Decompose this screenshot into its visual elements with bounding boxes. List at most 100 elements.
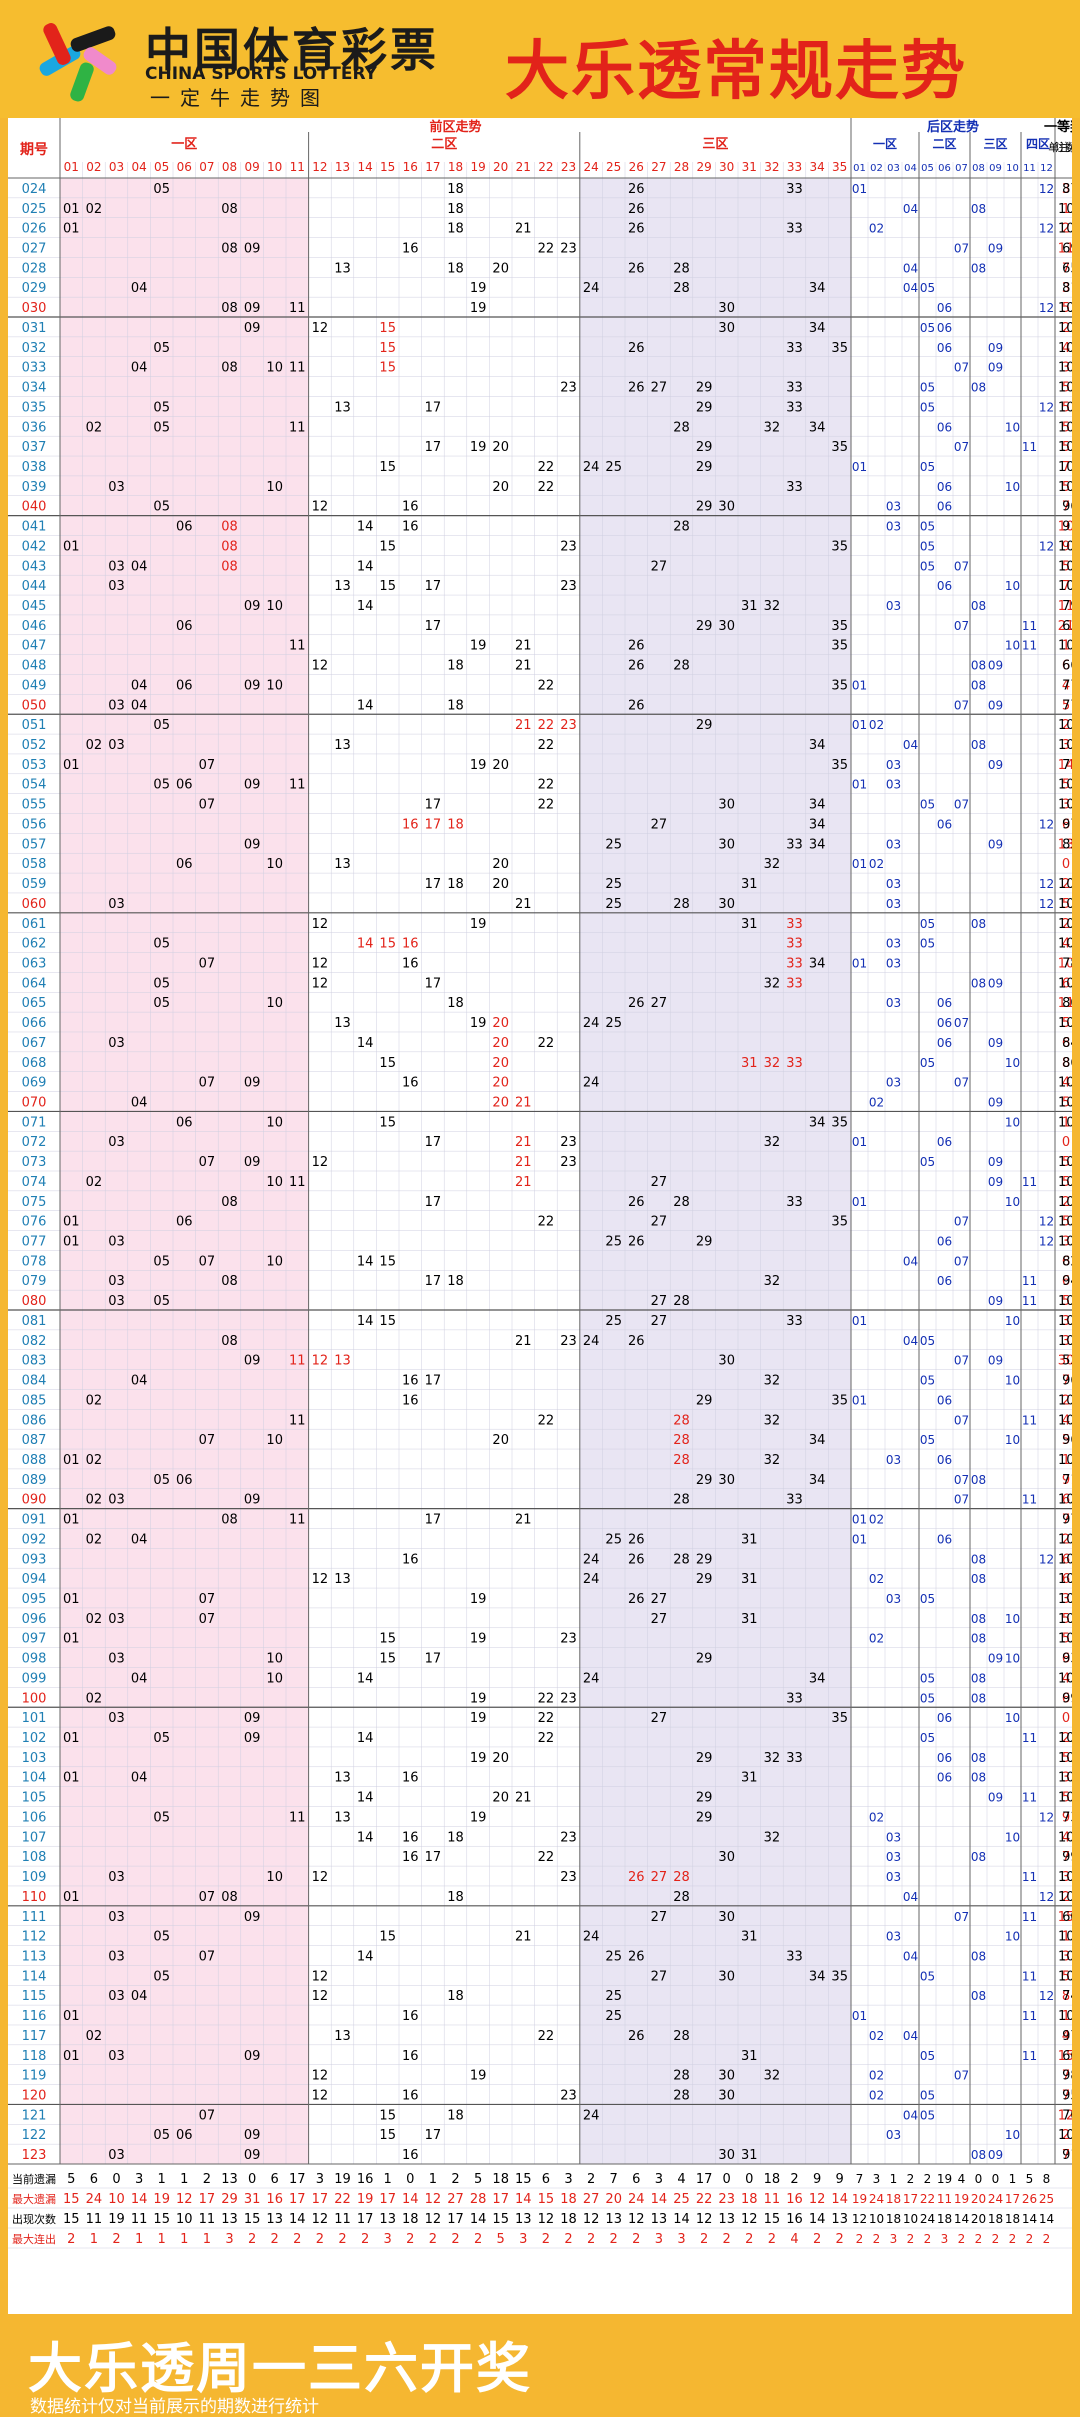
front-trend-header: 前区走势 (429, 119, 481, 135)
front-ball: 16 (402, 242, 419, 257)
period-number: 055 (22, 798, 47, 813)
front-ball: 09 (244, 837, 261, 852)
header: 中国体育彩票 CHINA SPORTS LOTTERY 一定牛走势图 大乐透常规… (0, 0, 1080, 118)
winner-count: 5 (1062, 440, 1070, 455)
front-ball: 29 (696, 1751, 713, 1766)
front-ball: 31 (741, 1056, 758, 1071)
front-ball: 24 (583, 1930, 600, 1945)
front-ball: 16 (402, 2148, 419, 2163)
front-ball: 13 (334, 261, 351, 276)
winner-count: 7 (1062, 261, 1070, 276)
prize-amount: 970 (1062, 2029, 1072, 2044)
front-statistic: 17 (696, 2172, 713, 2187)
back-ball: 07 (954, 361, 969, 375)
back-ball: 02 (869, 222, 884, 236)
lottery-logo-icon (39, 23, 117, 102)
front-column-label: 12 (312, 160, 327, 174)
front-statistic: 0 (248, 2172, 256, 2187)
back-ball: 04 (903, 738, 918, 752)
front-ball: 33 (786, 182, 803, 197)
front-ball: 21 (515, 1155, 532, 1170)
front-ball: 28 (673, 1413, 690, 1428)
prize-amount: 959 (1062, 2088, 1072, 2103)
period-number: 032 (22, 341, 47, 356)
front-statistic: 14 (651, 2192, 668, 2207)
prize-amount: 828 (1062, 837, 1072, 852)
front-statistic: 3 (655, 2172, 663, 2187)
period-number: 026 (22, 222, 47, 237)
winner-count: 13 (1058, 837, 1072, 852)
front-ball: 01 (63, 758, 80, 773)
winner-count: 6 (1062, 1274, 1070, 1289)
front-ball: 15 (379, 321, 396, 336)
front-ball: 20 (492, 1036, 509, 1051)
back-ball: 10 (1005, 1612, 1020, 1626)
back-ball: 07 (954, 619, 969, 633)
period-number: 100 (22, 1691, 47, 1706)
front-statistic: 2 (813, 2232, 821, 2247)
front-ball: 13 (334, 1771, 351, 1786)
front-ball: 05 (153, 1930, 170, 1945)
back-statistic: 12 (852, 2212, 867, 2226)
front-ball: 30 (718, 2088, 735, 2103)
front-ball: 12 (312, 1870, 329, 1885)
front-column-label: 31 (742, 160, 757, 174)
back-ball: 06 (937, 1274, 952, 1288)
front-statistic: 2 (451, 2232, 459, 2247)
prize-amount: 778 (1062, 678, 1072, 693)
back-ball: 10 (1005, 2128, 1020, 2142)
front-ball: 05 (153, 1254, 170, 1269)
front-ball: 28 (673, 1195, 690, 1210)
front-statistic: 6 (271, 2172, 279, 2187)
front-ball: 20 (492, 758, 509, 773)
front-ball: 26 (628, 182, 645, 197)
front-ball: 14 (357, 1731, 374, 1746)
period-number: 058 (22, 857, 47, 872)
period-number: 111 (22, 1910, 47, 1925)
back-ball: 06 (937, 420, 952, 434)
back-ball: 04 (903, 202, 918, 216)
front-statistic: 14 (470, 2212, 487, 2227)
front-ball: 04 (131, 1374, 148, 1389)
period-number: 066 (22, 1016, 47, 1031)
front-ball: 01 (63, 539, 80, 554)
back-ball: 03 (886, 1076, 901, 1090)
back-ball: 11 (1022, 1493, 1037, 1507)
front-ball: 10 (266, 996, 283, 1011)
period-number: 057 (22, 837, 47, 852)
front-ball: 09 (244, 2148, 261, 2163)
front-ball: 05 (153, 718, 170, 733)
front-column-label: 14 (357, 160, 372, 174)
front-ball: 05 (153, 400, 170, 415)
front-ball: 16 (402, 1393, 419, 1408)
front-ball: 28 (673, 281, 690, 296)
front-ball: 33 (786, 1751, 803, 1766)
front-ball: 17 (425, 619, 442, 634)
front-statistic: 18 (741, 2192, 758, 2207)
period-number: 044 (22, 579, 47, 594)
period-number: 122 (22, 2128, 47, 2143)
front-ball: 29 (696, 440, 713, 455)
winner-count: 1 (1062, 2009, 1070, 2024)
prize-amount: 879 (1062, 182, 1072, 197)
period-number: 098 (22, 1652, 47, 1667)
statistic-label: 出现次数 (12, 2212, 56, 2226)
front-ball: 16 (402, 2009, 419, 2024)
back-statistic: 0 (975, 2172, 983, 2186)
back-ball: 08 (971, 2148, 986, 2162)
back-ball: 02 (869, 1513, 884, 1527)
period-number: 113 (22, 1949, 47, 1964)
back-ball: 09 (988, 1095, 1003, 1109)
front-statistic: 18 (764, 2172, 781, 2187)
back-statistic: 22 (920, 2192, 935, 2206)
front-statistic: 13 (515, 2212, 532, 2227)
front-ball: 02 (86, 420, 103, 435)
front-ball: 05 (153, 2128, 170, 2143)
back-ball: 09 (988, 698, 1003, 712)
front-ball: 29 (696, 1393, 713, 1408)
